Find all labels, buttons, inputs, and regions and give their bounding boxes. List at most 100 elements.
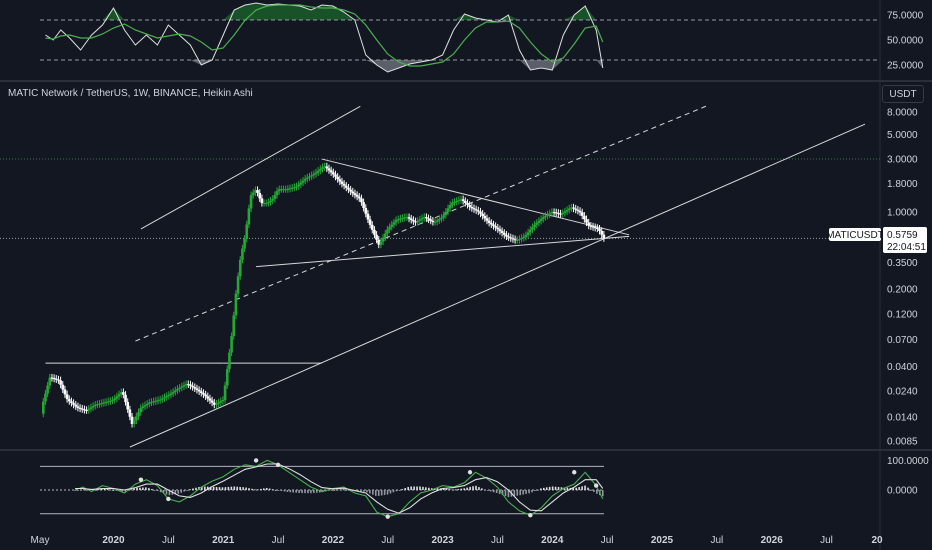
candle-body (80, 408, 84, 410)
candle-body (308, 176, 311, 178)
histogram-bar (304, 490, 306, 494)
histogram-bar (260, 488, 262, 491)
histogram-bar (268, 488, 271, 491)
candle-body (576, 209, 580, 211)
candle-body (91, 406, 95, 408)
candle-body (496, 227, 500, 230)
histogram-bar (430, 488, 433, 491)
histogram-bar (422, 486, 424, 491)
histogram-bar (136, 487, 138, 491)
histogram-bar (560, 487, 563, 491)
price-badge-value: 0.5759 (887, 230, 918, 241)
candle-body (152, 401, 155, 403)
candle-body (498, 229, 502, 232)
histogram-bar (233, 486, 236, 491)
candle-body (557, 212, 560, 214)
histogram-bar (230, 486, 233, 491)
oversold-fill (45, 60, 603, 72)
histogram-bar (218, 487, 221, 491)
candle-body (277, 189, 281, 192)
cross-marker (467, 470, 473, 475)
histogram-bar (451, 489, 454, 491)
histogram-bar (177, 490, 180, 494)
candle-body (561, 213, 565, 215)
price-badge-bg (883, 227, 927, 253)
candle-body (232, 315, 236, 337)
histogram-bar (159, 490, 162, 493)
candle-body (515, 240, 519, 242)
histogram-bar (130, 489, 132, 491)
candle-body (414, 221, 417, 223)
candle-body (461, 199, 465, 202)
histogram-bar (330, 490, 333, 491)
panel-separator-top[interactable] (0, 80, 932, 82)
candle-body (485, 218, 489, 221)
candle-body (184, 384, 188, 386)
histogram-bar (419, 486, 421, 491)
candle-body (381, 237, 385, 242)
candle-body (598, 228, 601, 231)
histogram-bar (333, 489, 336, 491)
histogram-bar (94, 490, 97, 491)
histogram-bar (124, 490, 127, 492)
candle-body (492, 224, 495, 227)
top-y-tick-label: 50.0000 (887, 36, 924, 47)
histogram-bar (575, 487, 578, 491)
candle-body (481, 213, 484, 217)
candle-body (260, 198, 264, 204)
candle-body (150, 401, 153, 403)
histogram-bar (519, 490, 522, 496)
histogram-bar (192, 488, 194, 491)
histogram-bar (528, 490, 530, 494)
histogram-bar (448, 489, 451, 491)
histogram-bar (201, 486, 203, 491)
candle-body (247, 208, 251, 225)
candle-body (600, 230, 603, 235)
candle-body (180, 386, 184, 388)
currency-button[interactable]: USDT (882, 85, 924, 103)
histogram-bar (413, 486, 415, 491)
candle-body (470, 206, 474, 209)
candle-body (390, 224, 394, 228)
x-tick-label: Jul (601, 535, 614, 546)
histogram-bar (525, 490, 527, 494)
candle-body (234, 293, 238, 316)
candle-body (459, 199, 463, 201)
candle-body (280, 189, 283, 191)
candle-body (297, 184, 300, 187)
candle-body (193, 387, 197, 389)
x-tick-label: Jul (710, 535, 723, 546)
candle-body (554, 212, 558, 214)
price-y-tick-label: 0.0085 (887, 436, 918, 447)
candle-body (70, 401, 73, 404)
candle-body (383, 233, 387, 238)
candle-body (57, 379, 60, 381)
candle-body (98, 403, 101, 405)
histogram-bar (516, 490, 519, 496)
histogram-bar (593, 490, 595, 492)
histogram-bar (587, 487, 589, 491)
histogram-bar (298, 490, 300, 493)
histogram-bar (572, 488, 575, 491)
histogram-bar (498, 490, 501, 494)
candle-body (174, 390, 177, 392)
candle-body (466, 202, 469, 205)
histogram-bar (537, 489, 539, 491)
candle-body (59, 380, 62, 385)
x-tick-label: Jul (820, 535, 833, 546)
candle-body (65, 394, 69, 400)
chart-legend-title: MATIC Network / TetherUS, 1W, BINANCE, H… (8, 88, 253, 99)
candle-body (578, 210, 582, 213)
histogram-bar (271, 489, 274, 491)
histogram-bar (584, 485, 586, 491)
candle-body (191, 385, 194, 388)
histogram-bar (542, 487, 545, 491)
histogram-bar (366, 490, 368, 493)
panel-separator-bottom[interactable] (0, 449, 932, 451)
x-tick-label: 2022 (322, 535, 345, 546)
histogram-bar (478, 487, 480, 491)
symbol-badge-bg (829, 228, 881, 241)
histogram-bar (389, 490, 392, 494)
histogram-bar (206, 486, 209, 491)
